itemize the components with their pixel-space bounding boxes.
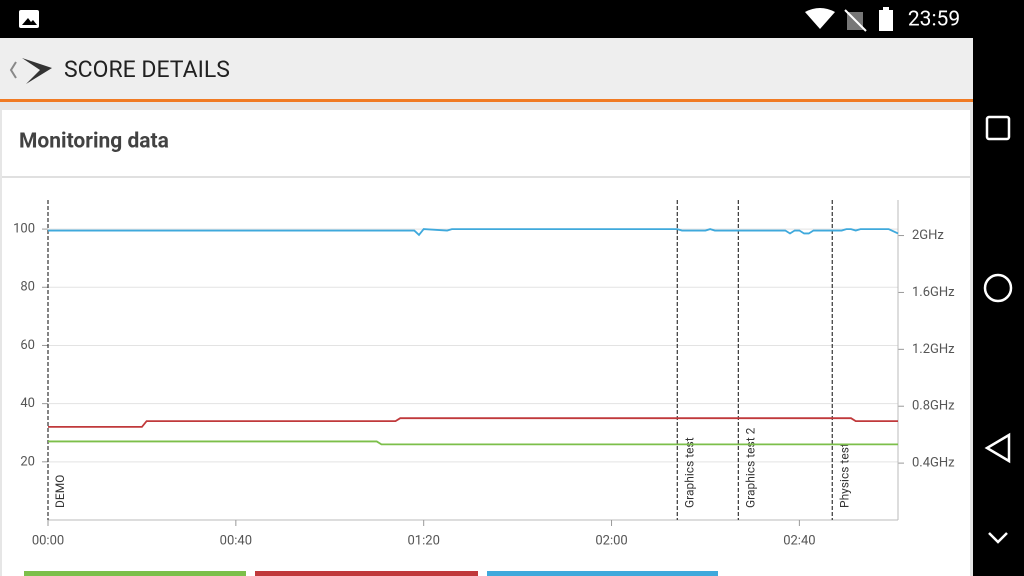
app-bar-accent [0, 99, 973, 102]
test-marker-label: Graphics test 2 [744, 427, 758, 508]
y2-tick-label: 1.2GHz [912, 342, 955, 357]
y2-tick-label: 0.4GHz [912, 456, 955, 471]
test-marker-label: Physics test [837, 443, 851, 508]
test-marker-label: Graphics test [682, 437, 696, 508]
x-tick-label: 01:20 [408, 533, 440, 548]
series-line [48, 440, 898, 446]
gallery-icon [19, 10, 39, 28]
legend-swatch [255, 571, 478, 576]
y-tick-label: 60 [20, 338, 35, 353]
hide-keyboard-button[interactable] [988, 532, 1008, 544]
card [2, 110, 970, 576]
back-button[interactable] [984, 432, 1011, 464]
status-bar [0, 0, 1024, 38]
x-tick-label: 00:00 [32, 533, 64, 548]
up-button[interactable] [9, 61, 17, 79]
y-tick-label: 20 [20, 454, 35, 469]
x-tick-label: 02:40 [783, 533, 815, 548]
gallery-icon-art [22, 18, 37, 25]
y-tick-label: 100 [13, 222, 35, 237]
sim-off [844, 9, 867, 32]
y2-tick-label: 2GHz [912, 228, 944, 243]
legend-swatch [487, 571, 718, 576]
home-button[interactable] [983, 273, 1013, 303]
card-title: Monitoring data [19, 130, 169, 154]
y2-tick-label: 0.8GHz [912, 399, 955, 414]
test-marker-label: DEMO [53, 475, 67, 508]
series-line [48, 417, 898, 428]
battery-icon [879, 10, 893, 31]
app-title: SCORE DETAILS [64, 56, 230, 83]
y2-tick-label: 1.6GHz [912, 285, 955, 300]
x-tick-label: 02:00 [595, 533, 627, 548]
chart: 20 40 60 80 100 0.4GHz 0.8GHz 1.2GHz 1.6GHz 2GHz 0… [13, 200, 955, 548]
recents-button[interactable] [985, 115, 1011, 141]
nav-bar [973, 38, 1024, 576]
y-tick-label: 40 [20, 396, 35, 411]
y-tick-label: 80 [20, 280, 35, 295]
app-bar [0, 38, 973, 100]
clock: 23:59 [908, 8, 960, 32]
battery-tip [883, 7, 889, 10]
legend-swatch [24, 571, 246, 576]
series-line [48, 228, 899, 237]
x-tick-label: 00:40 [220, 533, 252, 548]
app-logo [22, 58, 52, 84]
wifi-icon [805, 8, 835, 29]
